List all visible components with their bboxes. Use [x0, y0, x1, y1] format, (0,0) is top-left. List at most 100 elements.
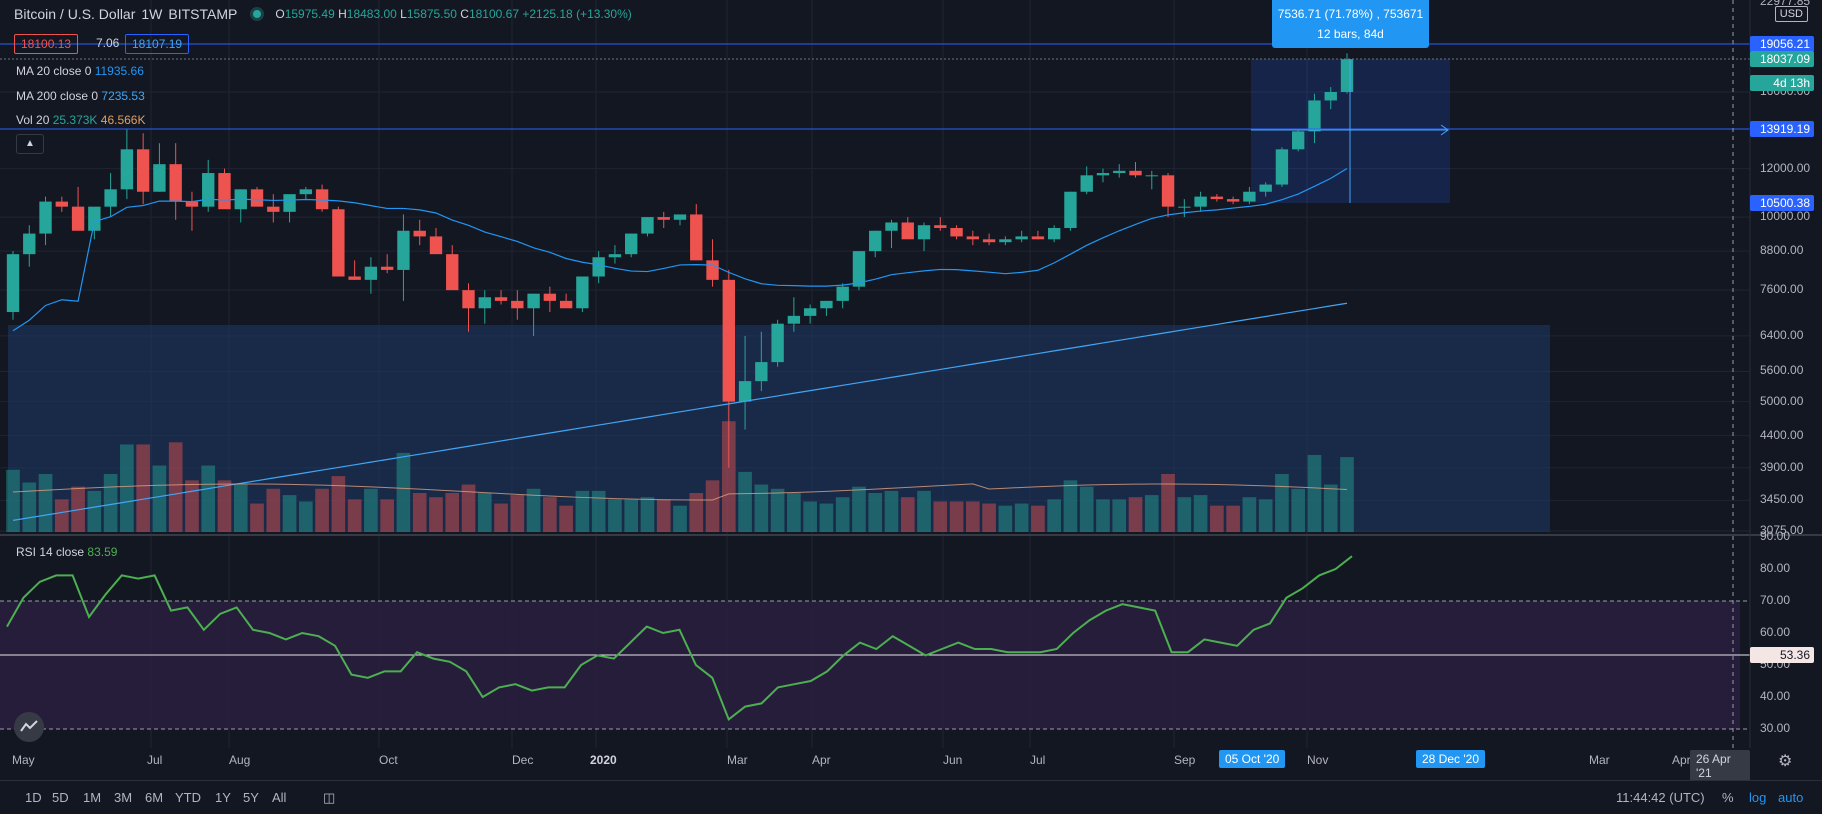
volume-bar [103, 474, 118, 532]
auto-toggle[interactable]: auto [1778, 790, 1804, 805]
volume-bar [640, 497, 655, 532]
time-label: Mar [1589, 753, 1610, 767]
volume-bar [380, 499, 395, 532]
ma200-legend[interactable]: MA 200 close 0 7235.53 [16, 89, 145, 103]
volume-bar [559, 505, 573, 532]
rsi-legend[interactable]: RSI 14 close 83.59 [16, 545, 118, 559]
range-ytd-button[interactable]: YTD [175, 790, 201, 805]
price-tick-label: 5000.00 [1760, 393, 1804, 408]
price-label-line-high[interactable]: 19056.21 [1750, 36, 1814, 52]
utc-clock[interactable]: 11:44:42 (UTC) [1616, 790, 1705, 805]
time-label: Jul [147, 753, 163, 767]
range-6m-button[interactable]: 6M [145, 790, 164, 805]
candle-body [1145, 175, 1158, 177]
range-5y-button[interactable]: 5Y [243, 790, 259, 805]
time-label: Dec [512, 753, 534, 767]
volume-bar [250, 503, 264, 532]
range-3m-button[interactable]: 3M [114, 790, 133, 805]
candle-body [23, 233, 36, 255]
volume-bar [266, 488, 281, 532]
range-5d-button[interactable]: 5D [52, 790, 69, 805]
candle-body [120, 149, 134, 190]
candle-body [1096, 173, 1110, 176]
price-label-range-low[interactable]: 10500.38 [1750, 195, 1814, 211]
rsi-tick-label: 90.00 [1760, 529, 1791, 543]
range-1m-button[interactable]: 1M [83, 790, 102, 805]
price-label-line-mid[interactable]: 13919.19 [1750, 121, 1814, 137]
volume-legend[interactable]: Vol 20 25.373K 46.566K [16, 113, 146, 127]
calendar-icon[interactable]: ◫ [323, 790, 336, 805]
volume-bar [624, 499, 639, 532]
sell-price-button[interactable]: 18100.13 [14, 34, 79, 54]
volume-bar [22, 482, 37, 532]
rsi-tick-label: 70.00 [1760, 593, 1791, 607]
range-end-date: 28 Dec '20 [1416, 750, 1485, 768]
range-1d-button[interactable]: 1D [25, 790, 42, 805]
volume-bar [298, 501, 313, 532]
candle-body [1275, 149, 1289, 185]
symbol-name[interactable]: Bitcoin / U.S. Dollar [14, 6, 136, 22]
candle-body [202, 173, 215, 207]
percent-toggle[interactable]: % [1722, 790, 1734, 805]
currency-badge[interactable]: USD [1774, 6, 1808, 22]
volume-bar [852, 486, 866, 532]
price-tick-label: 8800.00 [1760, 243, 1804, 258]
time-label: May [12, 753, 35, 767]
volume-bar [656, 499, 671, 532]
candle-body [1308, 100, 1321, 132]
time-label: 2020 [590, 753, 617, 767]
cursor-date: 26 Apr '21 [1690, 750, 1750, 782]
ma20-legend[interactable]: MA 20 close 0 11935.66 [16, 64, 144, 78]
candle-body [494, 297, 508, 301]
time-label: Aug [229, 753, 251, 767]
candle-body [803, 308, 817, 316]
candle-body [722, 279, 735, 402]
candle-body [1340, 59, 1354, 92]
ma20-line [12, 167, 1348, 332]
volume-bar [754, 484, 769, 532]
time-label: Apr [812, 753, 831, 767]
candle-body [1194, 196, 1207, 207]
rsi-line [6, 555, 1353, 722]
volume-bar [331, 476, 346, 532]
volume-bar [1258, 499, 1273, 532]
time-label: Apr [1672, 753, 1691, 767]
interval-label[interactable]: 1W [141, 6, 163, 22]
price-tick-label: 7600.00 [1760, 282, 1804, 297]
volume-bar [917, 490, 931, 532]
gear-icon[interactable]: ⚙ [1778, 753, 1793, 770]
volume-bar [152, 465, 167, 532]
candle-body [869, 230, 882, 252]
candle-body [39, 201, 52, 234]
candle-body [511, 300, 524, 309]
buy-price-button[interactable]: 18107.19 [125, 34, 190, 54]
price-tick-label: 5600.00 [1760, 363, 1804, 378]
candle-body [364, 266, 378, 280]
price-tick-label: 3450.00 [1760, 492, 1804, 507]
candle-body [690, 214, 703, 261]
volume-bar [965, 501, 980, 532]
drawing-tools-icon[interactable] [14, 712, 44, 742]
volume-bar [120, 444, 134, 532]
candle-body [169, 164, 182, 202]
range-1y-button[interactable]: 1Y [215, 790, 231, 805]
price-chart[interactable] [0, 0, 1822, 748]
volume-bar [233, 484, 248, 532]
candle-body [706, 260, 719, 280]
range-all-button[interactable]: All [272, 790, 287, 805]
candle-body [348, 276, 361, 280]
candle-body [592, 257, 605, 277]
volume-bar [803, 501, 817, 532]
volume-bar [689, 493, 704, 532]
candle-body [820, 300, 833, 309]
volume-bar [87, 490, 102, 532]
log-toggle[interactable]: log [1749, 790, 1767, 805]
time-axis[interactable]: May Jul Aug Oct Dec 2020 Mar Apr Jun Jul… [0, 748, 1750, 782]
candle-body [917, 225, 931, 240]
candle-body [478, 297, 491, 309]
volume-bar [201, 465, 216, 532]
candle-body [1210, 196, 1224, 200]
collapse-legend-button[interactable]: ▲ [16, 134, 44, 154]
symbol-header: Bitcoin / U.S. Dollar 1W BITSTAMP O15975… [14, 6, 632, 22]
volume-bar [1323, 484, 1338, 532]
